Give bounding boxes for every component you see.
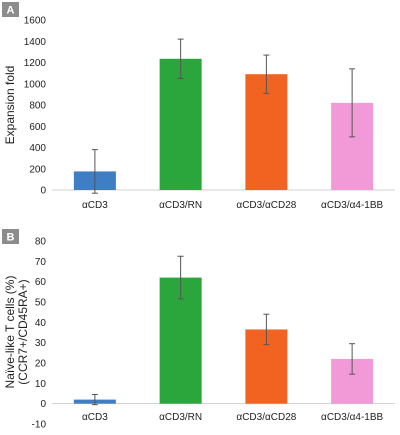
panel-b-badge [2,229,19,244]
panel-a-y-axis-title-line: Expansion fold [3,66,17,145]
panel-a-plot: 0 200 400 600 800 1000 1200 1400 1600 αCD3 αCD3/RN… [24,16,395,211]
panel-b-y-tick-label: 70 [35,257,47,268]
panel-b-x-tick-label: αCD3/αCD28 [236,412,296,423]
panel-a-x-tick-label: αCD3 [82,200,108,211]
panel-a-y-tick-label: 1600 [24,16,47,27]
panel-a-x-tick-label: αCD3/αCD28 [236,200,296,211]
panel-a-bar-2 [159,58,202,190]
panel-a-y-tick-label: 800 [29,101,46,112]
panel-a-y-tick-label: 1200 [24,58,47,69]
panel-a-y-axis-title: Expansion fold [3,66,17,145]
panel-a-y-tick-label: 200 [29,164,46,175]
panel-b-y-tick-label: 0 [40,399,46,410]
panel-b-y-tick-label: 60 [35,277,47,288]
panel-a-x-tick-label: αCD3/α4-1BB [321,200,383,211]
panel-a-y-tick-label: 400 [29,143,46,154]
panel-a: A Expansion fold 0 200 400 600 800 1000 1200 14… [2,2,395,211]
panel-b-y-axis-title: Naïve-like T cells (%) (CCR7+/CD45RA+) [3,276,30,389]
panel-b-y-tick-label: 20 [35,359,47,370]
panel-b-y-tick-label: -10 [32,420,47,431]
panel-b-label: B [7,232,15,244]
panel-a-label: A [7,5,15,17]
panel-a-y-tick-label: 600 [29,122,46,133]
panel-b-y-tick-label: 10 [35,379,47,390]
panel-b-y-tick-label: 40 [35,318,47,329]
panel-a-badge [2,2,19,17]
panel-a-y-tick-label: 1400 [24,37,47,48]
panel-b-x-tick-label: αCD3/RN [159,412,202,423]
panel-b-y-axis-title-line: (CCR7+/CD45RA+) [16,279,30,384]
panel-b-y-tick-label: 30 [35,338,47,349]
panel-b-y-tick-label: 80 [35,237,47,248]
panel-b-plot: -10 0 10 20 30 40 50 60 70 80 αCD3 αCD3/RN αCD3/αCD2… [32,237,395,431]
panel-b-x-tick-label: αCD3/α4-1BB [321,412,383,423]
panel-a-y-tick-label: 0 [40,186,46,197]
panel-b-y-tick-label: 50 [35,298,47,309]
panel-b-x-tick-label: αCD3 [82,412,108,423]
panel-b: B Naïve-like T cells (%) (CCR7+/CD45RA+) … [2,229,395,431]
panel-b-y-axis-title-line: Naïve-like T cells (%) [3,276,17,389]
panel-a-x-tick-label: αCD3/RN [159,200,202,211]
panel-a-y-tick-label: 1000 [24,79,47,90]
